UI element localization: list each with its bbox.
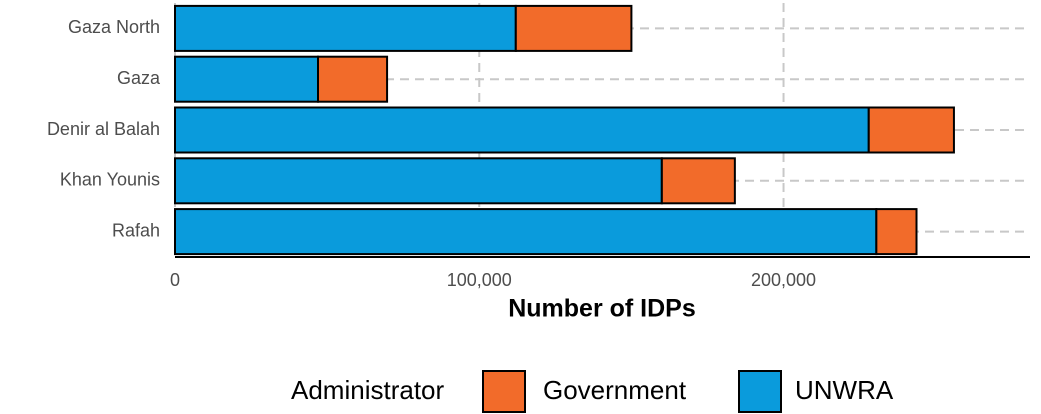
- bar: [317, 55, 389, 103]
- y-tick-label: Rafah: [112, 220, 160, 240]
- bar: [174, 106, 870, 154]
- bar: [174, 208, 878, 256]
- y-tick-label: Gaza North: [68, 17, 160, 37]
- bar: [174, 4, 517, 52]
- y-tick-label: Denir al Balah: [47, 119, 160, 139]
- x-axis-title: Number of IDPs: [508, 295, 696, 323]
- x-tick-label: 200,000: [751, 270, 816, 290]
- y-tick-label: Khan Younis: [60, 170, 160, 190]
- bar: [514, 4, 633, 52]
- x-tick-label: 100,000: [447, 270, 512, 290]
- legend-swatch: [482, 370, 526, 413]
- bar: [875, 208, 918, 256]
- bar: [867, 106, 955, 154]
- legend-title: Administrator: [291, 375, 444, 405]
- legend-swatch: [738, 370, 782, 413]
- bar: [660, 157, 736, 205]
- x-tick-label: 0: [170, 270, 180, 290]
- legend-label: UNWRA: [795, 375, 894, 405]
- y-tick-label: Gaza: [117, 68, 161, 88]
- bar: [174, 55, 320, 103]
- legend-label: Government: [543, 375, 687, 405]
- bar: [174, 157, 663, 205]
